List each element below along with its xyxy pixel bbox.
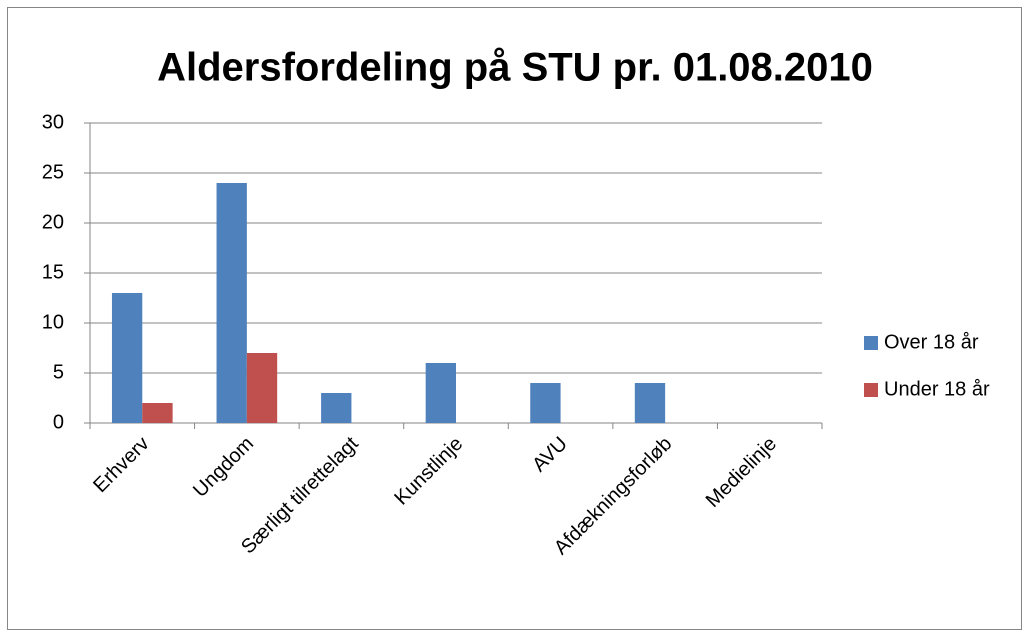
bar <box>634 383 666 423</box>
chart-frame <box>7 7 1022 630</box>
bar <box>530 383 561 423</box>
bar <box>246 353 278 423</box>
chart-title: Aldersfordeling på STU pr. 01.08.2010 <box>157 46 873 90</box>
y-tick-label: 15 <box>42 261 64 283</box>
y-tick-label: 5 <box>53 361 64 383</box>
y-tick-label: 30 <box>42 111 64 133</box>
y-tick-label: 10 <box>42 311 64 333</box>
legend-label: Under 18 år <box>884 378 990 400</box>
legend-swatch <box>864 383 878 397</box>
y-tick-label: 0 <box>53 411 64 433</box>
y-tick-label: 25 <box>42 161 64 183</box>
bar <box>142 403 173 423</box>
legend-swatch <box>864 336 878 350</box>
bar <box>425 363 456 423</box>
y-tick-label: 20 <box>42 211 64 233</box>
bar <box>321 393 352 423</box>
legend-label: Over 18 år <box>884 331 979 353</box>
bar <box>216 183 247 423</box>
bar <box>111 293 143 423</box>
